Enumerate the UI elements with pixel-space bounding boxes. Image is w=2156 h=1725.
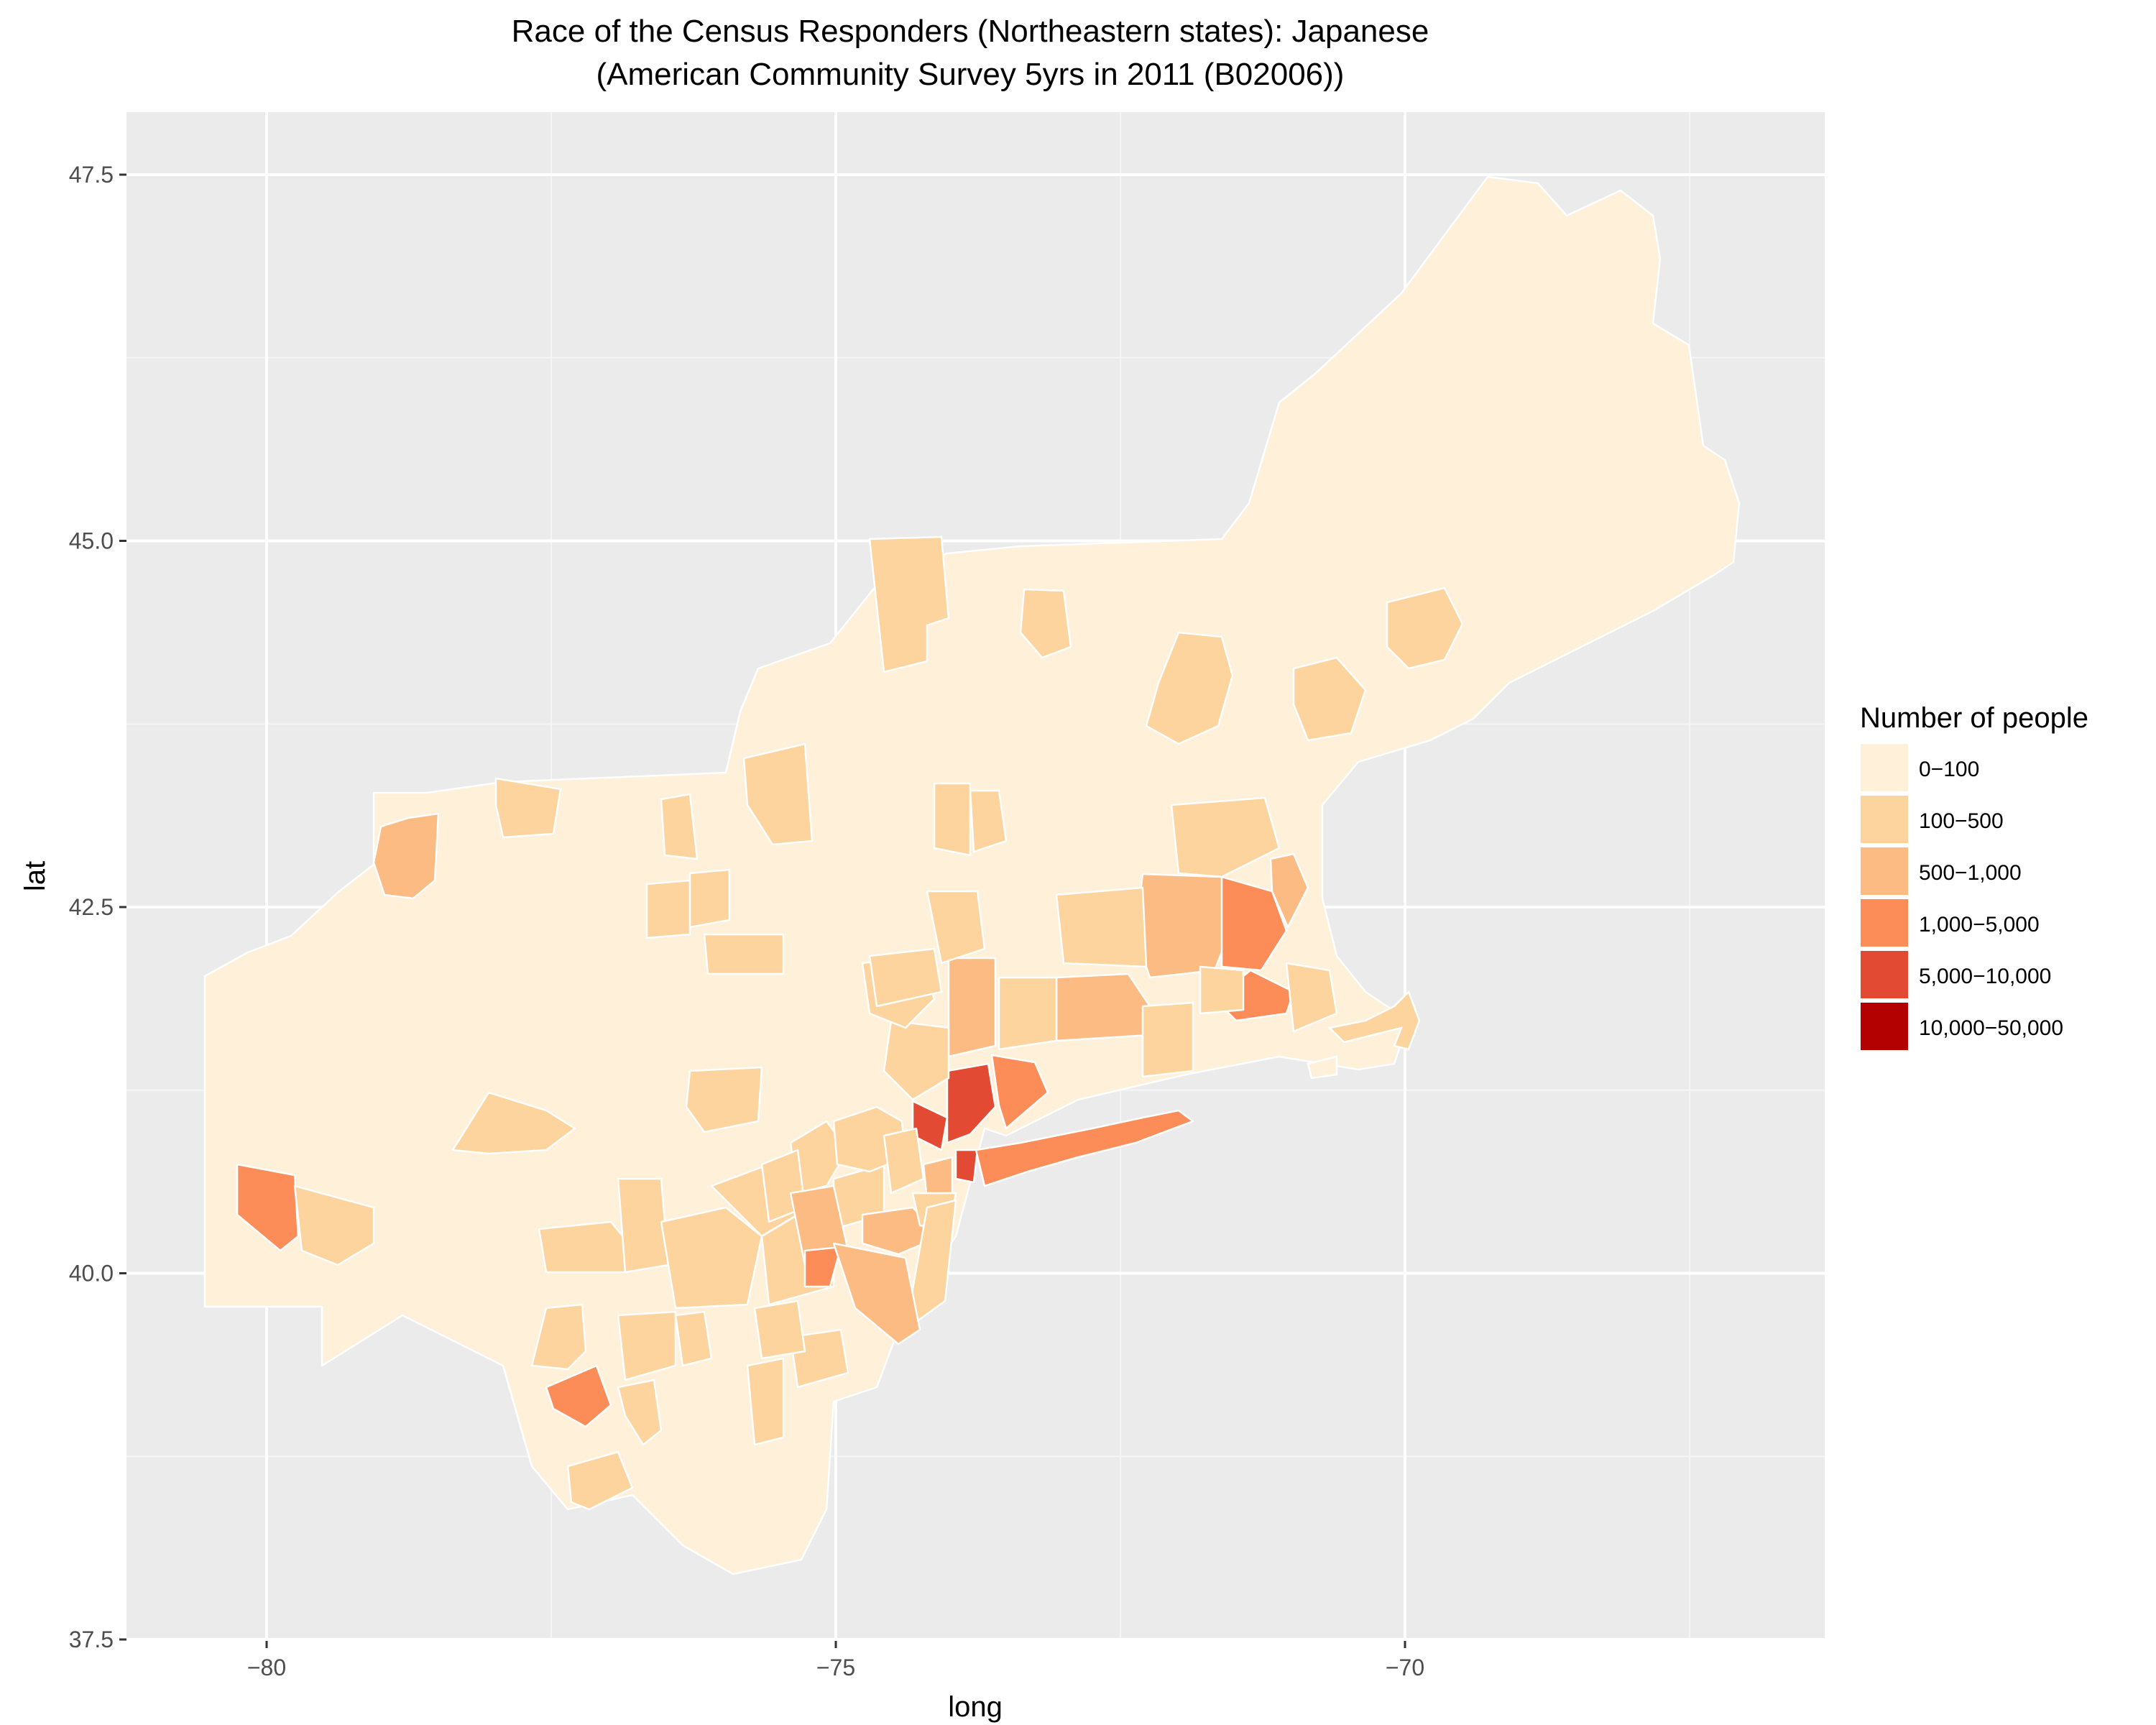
county-regions — [203, 175, 1741, 1576]
county-region — [975, 1109, 1194, 1187]
legend-key — [1859, 1001, 1909, 1052]
county-region — [1269, 852, 1309, 929]
county-region — [1285, 962, 1338, 1033]
y-tick-label: 45.0 — [69, 528, 114, 554]
county-region — [926, 890, 986, 965]
county-region — [645, 879, 691, 939]
legend-label: 1,000−5,000 — [1919, 913, 2040, 937]
county-region — [293, 1184, 375, 1266]
legend-label: 500−1,000 — [1919, 861, 2022, 885]
county-region — [947, 957, 997, 1058]
county-region — [1292, 656, 1367, 742]
legend-label: 10,000−50,000 — [1919, 1016, 2063, 1040]
county-region — [1327, 990, 1421, 1051]
legend: Number of people 0−100 100−500 500−1,000 1,… — [1859, 702, 2088, 1052]
county-region — [451, 1091, 576, 1155]
x-tick-label: −80 — [247, 1655, 286, 1680]
county-region — [660, 1206, 763, 1310]
county-region — [1141, 1001, 1194, 1078]
county-region — [530, 1303, 587, 1371]
legend-key — [1859, 742, 1909, 793]
chart-subtitle: (American Community Survey 5yrs in 2011 … — [596, 57, 1345, 92]
county-region — [998, 976, 1058, 1051]
county-region — [789, 1328, 849, 1389]
county-region — [868, 535, 950, 673]
axis-ticks: −80 −75 −70 37.5 40.0 42.5 45.0 47.5 — [69, 162, 1424, 1680]
county-region — [703, 933, 785, 975]
legend-key — [1859, 794, 1909, 845]
county-region — [1055, 972, 1151, 1042]
legend-key — [1859, 949, 1909, 1000]
county-region — [566, 1450, 634, 1511]
county-region — [1019, 588, 1072, 659]
legend-label: 0−100 — [1919, 758, 1979, 781]
x-axis-title: long — [948, 1691, 1003, 1723]
county-region — [1170, 796, 1281, 878]
county-region — [1199, 965, 1245, 1015]
county-region — [685, 1066, 763, 1133]
county-region — [494, 777, 562, 839]
county-region — [372, 812, 440, 900]
county-region — [883, 1127, 925, 1195]
county-region — [1145, 631, 1234, 745]
county-region — [1055, 886, 1148, 968]
county-region — [236, 1163, 300, 1252]
county-region — [868, 947, 943, 1008]
county-region — [1220, 875, 1288, 972]
county-region — [883, 1019, 950, 1101]
county-region — [954, 1149, 979, 1184]
y-axis-title: lat — [19, 861, 51, 891]
county-region — [617, 1177, 670, 1274]
chart-title: Race of the Census Responders (Northeast… — [512, 14, 1429, 49]
county-region — [688, 868, 731, 929]
county-region — [969, 789, 1008, 853]
county-region — [1134, 873, 1230, 979]
county-region — [545, 1364, 612, 1428]
county-region — [946, 1062, 997, 1144]
county-region — [742, 742, 814, 846]
legend-key — [1859, 898, 1909, 948]
county-region — [1307, 1055, 1338, 1080]
legend-label: 5,000−10,000 — [1919, 965, 2051, 988]
x-tick-label: −75 — [816, 1655, 855, 1680]
county-region — [753, 1300, 806, 1360]
legend-key — [1859, 846, 1909, 896]
x-tick-label: −70 — [1386, 1655, 1424, 1680]
county-region — [746, 1357, 785, 1446]
y-tick-label: 37.5 — [69, 1627, 114, 1652]
county-region — [933, 782, 972, 857]
county-region — [617, 1379, 663, 1446]
y-tick-label: 40.0 — [69, 1261, 114, 1287]
county-region — [1386, 586, 1464, 670]
county-region — [832, 1242, 921, 1346]
legend-label: 100−500 — [1919, 809, 2004, 833]
county-region — [617, 1310, 677, 1381]
county-region — [674, 1310, 713, 1367]
county-region — [803, 1246, 842, 1288]
county-region — [911, 1100, 949, 1151]
county-region — [660, 793, 699, 860]
county-region — [990, 1054, 1049, 1130]
county-region — [904, 1199, 957, 1331]
y-tick-label: 42.5 — [69, 894, 114, 920]
legend-title: Number of people — [1860, 702, 2088, 734]
y-tick-label: 47.5 — [69, 162, 114, 188]
